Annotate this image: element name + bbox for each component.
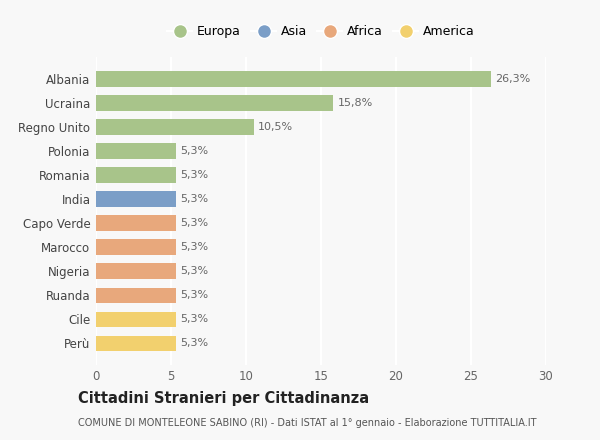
Bar (96, 191, 176, 207)
Legend: Europa, Asia, Africa, America: Europa, Asia, Africa, America (162, 20, 480, 43)
Text: 5,3%: 5,3% (180, 146, 208, 156)
Text: 5,3%: 5,3% (180, 218, 208, 228)
Text: 5,3%: 5,3% (180, 338, 208, 348)
Bar (96, 95, 333, 111)
Bar (96, 216, 176, 231)
Bar (96, 167, 176, 183)
Bar (96, 239, 176, 255)
Text: Cittadini Stranieri per Cittadinanza: Cittadini Stranieri per Cittadinanza (78, 391, 369, 406)
Bar (96, 287, 176, 303)
Text: 15,8%: 15,8% (337, 98, 373, 108)
Bar (96, 119, 254, 135)
Text: 5,3%: 5,3% (180, 314, 208, 324)
Text: 5,3%: 5,3% (180, 194, 208, 204)
Bar (96, 143, 176, 159)
Text: 5,3%: 5,3% (180, 290, 208, 301)
Bar (96, 312, 176, 327)
Text: 10,5%: 10,5% (258, 122, 293, 132)
Text: COMUNE DI MONTELEONE SABINO (RI) - Dati ISTAT al 1° gennaio - Elaborazione TUTTI: COMUNE DI MONTELEONE SABINO (RI) - Dati … (78, 418, 536, 428)
Bar (96, 264, 176, 279)
Text: 5,3%: 5,3% (180, 170, 208, 180)
Bar (96, 71, 491, 87)
Text: 5,3%: 5,3% (180, 242, 208, 252)
Text: 26,3%: 26,3% (495, 74, 530, 84)
Text: 5,3%: 5,3% (180, 266, 208, 276)
Bar (96, 336, 176, 351)
